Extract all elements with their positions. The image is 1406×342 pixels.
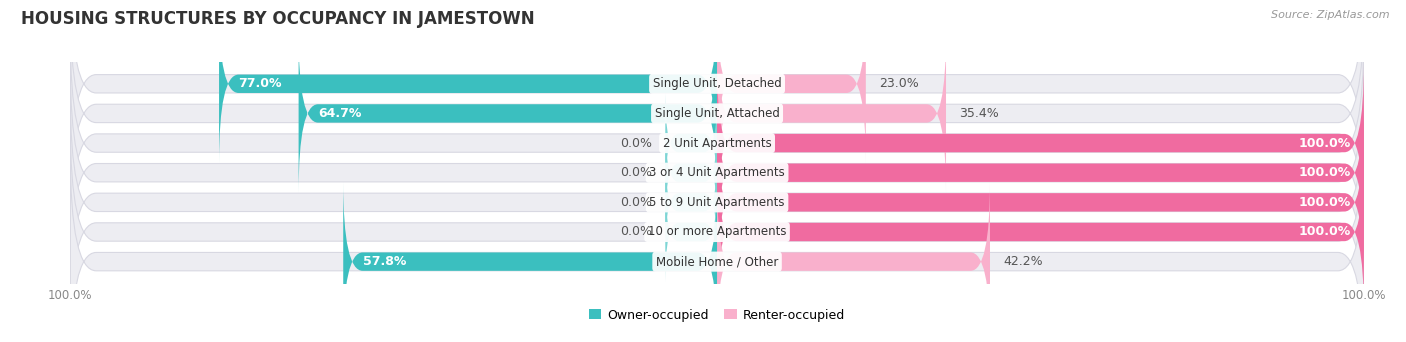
FancyBboxPatch shape (343, 182, 717, 341)
Text: HOUSING STRUCTURES BY OCCUPANCY IN JAMESTOWN: HOUSING STRUCTURES BY OCCUPANCY IN JAMES… (21, 10, 534, 28)
FancyBboxPatch shape (717, 34, 946, 193)
Text: Single Unit, Attached: Single Unit, Attached (655, 107, 779, 120)
Text: 0.0%: 0.0% (620, 225, 652, 238)
Text: 0.0%: 0.0% (620, 136, 652, 149)
FancyBboxPatch shape (717, 182, 990, 341)
Text: 35.4%: 35.4% (959, 107, 998, 120)
FancyBboxPatch shape (717, 93, 1364, 252)
Legend: Owner-occupied, Renter-occupied: Owner-occupied, Renter-occupied (583, 303, 851, 327)
Text: 64.7%: 64.7% (318, 107, 361, 120)
Text: 0.0%: 0.0% (620, 196, 652, 209)
Text: 3 or 4 Unit Apartments: 3 or 4 Unit Apartments (650, 166, 785, 179)
FancyBboxPatch shape (665, 93, 717, 193)
Text: 100.0%: 100.0% (1299, 196, 1351, 209)
Text: 2 Unit Apartments: 2 Unit Apartments (662, 136, 772, 149)
Text: 100.0%: 100.0% (1299, 136, 1351, 149)
Text: 100.0%: 100.0% (1299, 225, 1351, 238)
FancyBboxPatch shape (717, 123, 1364, 282)
FancyBboxPatch shape (717, 63, 1364, 223)
Text: 42.2%: 42.2% (1002, 255, 1043, 268)
FancyBboxPatch shape (298, 34, 717, 193)
FancyBboxPatch shape (70, 34, 1364, 252)
Text: Single Unit, Detached: Single Unit, Detached (652, 77, 782, 90)
Text: 0.0%: 0.0% (620, 166, 652, 179)
FancyBboxPatch shape (219, 4, 717, 163)
FancyBboxPatch shape (70, 63, 1364, 282)
Text: 57.8%: 57.8% (363, 255, 406, 268)
Text: Source: ZipAtlas.com: Source: ZipAtlas.com (1271, 10, 1389, 20)
FancyBboxPatch shape (665, 152, 717, 252)
FancyBboxPatch shape (665, 182, 717, 282)
FancyBboxPatch shape (665, 123, 717, 223)
FancyBboxPatch shape (70, 0, 1364, 193)
FancyBboxPatch shape (717, 152, 1364, 312)
FancyBboxPatch shape (70, 152, 1364, 342)
FancyBboxPatch shape (717, 4, 866, 163)
Text: 77.0%: 77.0% (239, 77, 283, 90)
Text: 10 or more Apartments: 10 or more Apartments (648, 225, 786, 238)
Text: 23.0%: 23.0% (879, 77, 918, 90)
Text: 5 to 9 Unit Apartments: 5 to 9 Unit Apartments (650, 196, 785, 209)
FancyBboxPatch shape (70, 4, 1364, 223)
FancyBboxPatch shape (70, 93, 1364, 312)
Text: Mobile Home / Other: Mobile Home / Other (655, 255, 779, 268)
FancyBboxPatch shape (70, 123, 1364, 341)
Text: 100.0%: 100.0% (1299, 166, 1351, 179)
